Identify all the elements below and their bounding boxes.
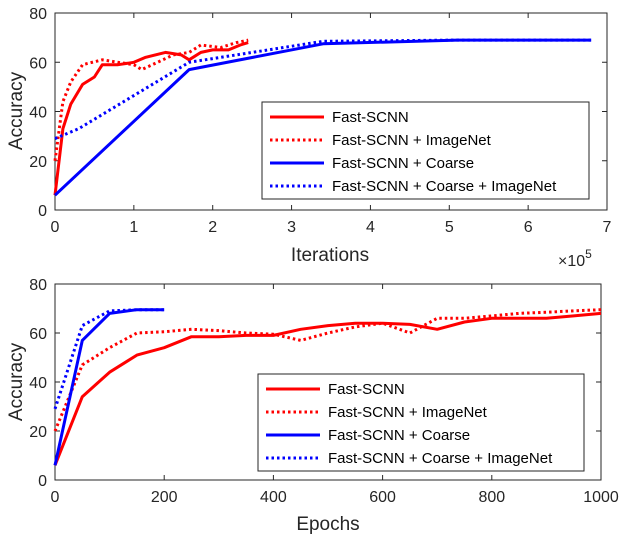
series-line-epochs-0 [53,311,602,466]
y-tick-label: 60 [29,326,47,343]
series-line-epochs-2 [53,308,165,466]
legend-epochs: Fast-SCNN Fast-SCNN + ImageNet Fast-SCNN +… [257,373,585,472]
chart-epochs: 0 200 400 600 800 1000 0 20 40 60 80 Epochs Accur… [6,277,619,535]
series-line-iterations-1 [53,38,249,161]
legend-label-iterations-0: Fast-SCNN [332,109,409,126]
x-tick-label: 6 [524,219,533,236]
x-tick-label: 600 [369,489,396,506]
x-tick-label: 4 [366,219,375,236]
y-tick-label: 80 [29,6,47,23]
x-exponent-base: ×10 [558,253,585,270]
legend-label-iterations-3: Fast-SCNN + Coarse + ImageNet [332,178,557,195]
y-tick-label: 40 [29,375,47,392]
x-axis-label-epochs: Epochs [296,514,359,535]
series-lines-epochs [53,308,602,466]
y-tick-label: 0 [38,203,47,220]
legend-label-iterations-1: Fast-SCNN + ImageNet [332,132,492,149]
legend-label-epochs-2: Fast-SCNN + Coarse [328,427,470,444]
y-axis-label-iterations: Accuracy [6,71,27,150]
y-ticks-iterations: 0 20 40 60 80 [29,6,607,220]
y-tick-label: 20 [29,154,47,171]
x-tick-label: 2 [208,219,217,236]
x-exponent-label: ×105 [558,247,592,270]
x-tick-label: 5 [445,219,454,236]
x-tick-label: 1000 [583,489,619,506]
legend-label-epochs-0: Fast-SCNN [328,381,405,398]
x-tick-label: 0 [51,219,60,236]
x-ticks-epochs: 0 200 400 600 800 1000 [51,284,619,506]
y-tick-label: 80 [29,277,47,294]
x-tick-label: 1 [129,219,138,236]
chart-iterations: 0 1 2 3 4 5 6 7 0 20 40 60 80 Iterations Accuracy ×… [6,6,612,270]
y-ticks-epochs: 0 20 40 60 80 [29,277,601,490]
x-axis-label-iterations: Iterations [291,245,369,266]
legend-label-epochs-3: Fast-SCNN + Coarse + ImageNet [328,450,553,467]
x-tick-label: 400 [260,489,287,506]
series-line-iterations-0 [53,41,249,196]
y-tick-label: 40 [29,105,47,122]
x-tick-label: 3 [287,219,296,236]
y-tick-label: 20 [29,424,47,441]
x-tick-label: 0 [51,489,60,506]
y-tick-label: 60 [29,55,47,72]
legend-label-epochs-1: Fast-SCNN + ImageNet [328,404,488,421]
series-line-iterations-3 [54,38,592,140]
x-tick-label: 800 [478,489,505,506]
legend-iterations: Fast-SCNN Fast-SCNN + ImageNet Fast-SCNN +… [261,101,590,200]
series-lines-iterations [53,38,592,197]
series-line-epochs-3 [53,308,165,410]
x-ticks-iterations: 0 1 2 3 4 5 6 7 [51,13,612,236]
x-tick-label: 200 [151,489,178,506]
legend-label-iterations-2: Fast-SCNN + Coarse [332,155,474,172]
x-exponent-power: 5 [585,247,592,261]
y-tick-label: 0 [38,473,47,490]
series-line-epochs-1 [53,308,602,432]
x-tick-label: 7 [603,219,612,236]
y-axis-label-epochs: Accuracy [6,342,27,421]
